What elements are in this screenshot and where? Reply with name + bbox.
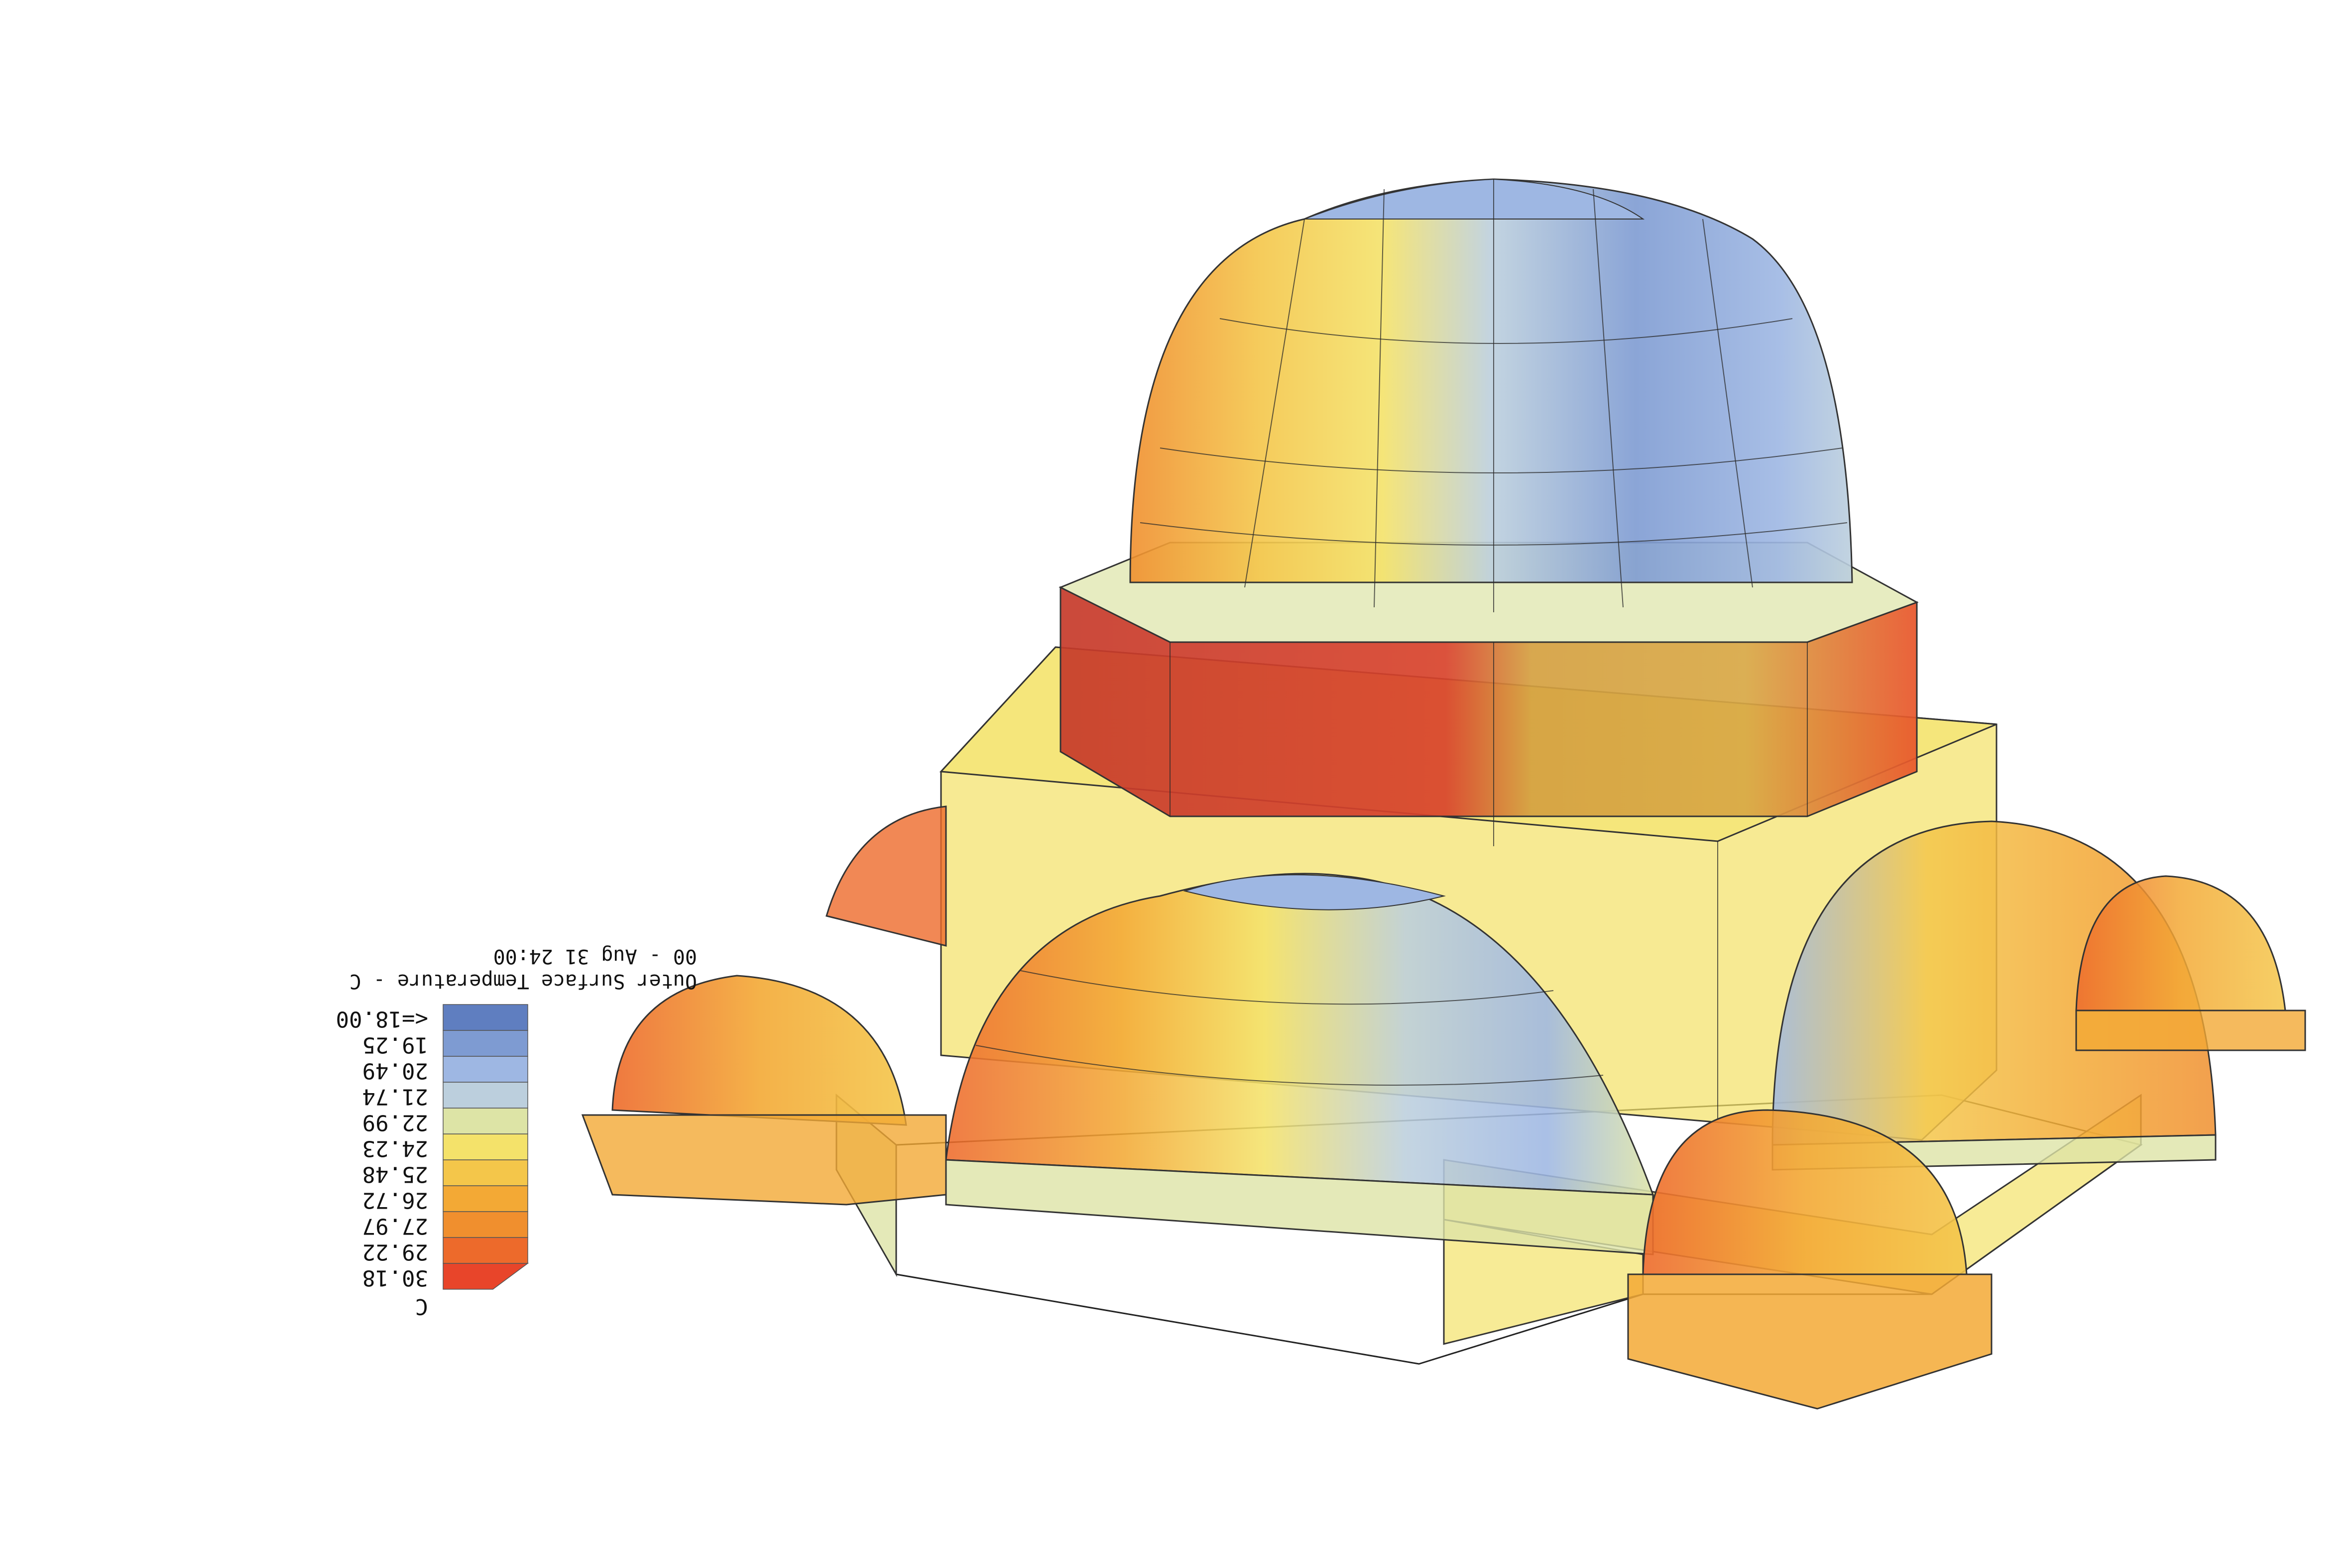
legend-label: 24.23 bbox=[362, 1136, 428, 1161]
dome-middle-front bbox=[945, 873, 1654, 1255]
temperature-legend: 30.1829.2227.9726.7225.4824.2322.9921.74… bbox=[336, 945, 697, 1319]
legend-label: 22.99 bbox=[362, 1110, 428, 1135]
legend-label: 21.74 bbox=[362, 1084, 428, 1110]
legend-label: 19.25 bbox=[362, 1032, 428, 1058]
legend-label: 30.18 bbox=[362, 1265, 428, 1291]
legend-label: 29.22 bbox=[362, 1239, 428, 1265]
drum bbox=[1058, 542, 1919, 846]
legend-label: 25.48 bbox=[362, 1162, 428, 1187]
dome-small-left bbox=[581, 975, 947, 1206]
legend-title: Outer Surface Temperature - C bbox=[350, 970, 697, 993]
legend-swatch bbox=[443, 1004, 528, 1031]
dome-left-back bbox=[825, 805, 947, 947]
legend-period: 00 - Aug 31 24:00 bbox=[493, 945, 697, 968]
dome-small-front bbox=[1627, 1109, 1993, 1410]
dome-main bbox=[1129, 178, 1853, 612]
dome-small-far-right bbox=[2075, 875, 2306, 1051]
legend-unit: C bbox=[415, 1294, 429, 1319]
legend-swatch bbox=[443, 1108, 528, 1134]
legend-label: 20.49 bbox=[362, 1058, 428, 1084]
legend-swatch bbox=[443, 1211, 528, 1238]
legend-swatch bbox=[443, 1056, 528, 1083]
legend-swatch bbox=[443, 1185, 528, 1212]
legend-swatch bbox=[443, 1133, 528, 1160]
legend-swatch bbox=[443, 1263, 529, 1290]
legend-swatch bbox=[443, 1237, 528, 1264]
legend-swatch bbox=[443, 1082, 528, 1109]
legend-label: 27.97 bbox=[362, 1214, 428, 1239]
legend-label: <=18.00 bbox=[336, 1007, 428, 1032]
legend-swatch bbox=[443, 1030, 528, 1057]
legend-swatch bbox=[443, 1159, 528, 1186]
legend-label: 26.72 bbox=[362, 1188, 428, 1213]
